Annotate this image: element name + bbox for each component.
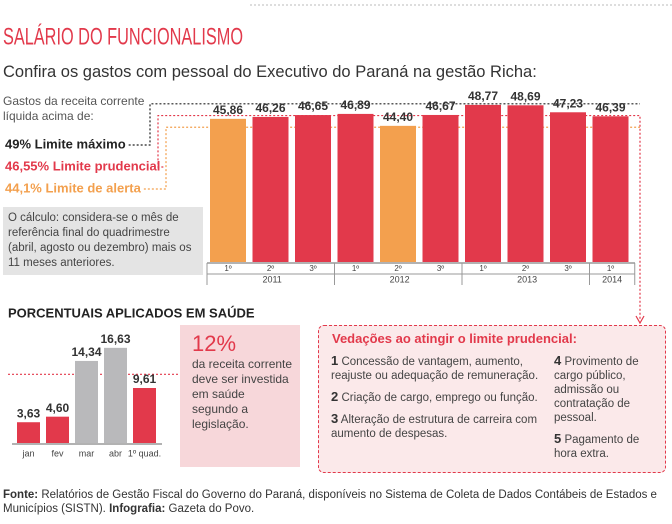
health-title: PORCENTUAIS APLICADOS EM SAÚDE <box>8 305 255 320</box>
value-label: 14,34 <box>71 345 101 359</box>
reference-label: 49% Limite máximo <box>5 136 126 151</box>
category-label: abr <box>109 448 122 458</box>
bar <box>210 118 246 262</box>
value-label: 46,39 <box>595 100 625 114</box>
intro-text: Gastos da receita corrente líquida acima… <box>3 94 145 123</box>
restriction-number: 5 <box>554 431 562 446</box>
bar <box>75 360 98 443</box>
reference-line <box>128 103 640 146</box>
restriction-item: 5 Pagamento de hora extra. <box>554 432 654 461</box>
category-label: 1º quad. <box>128 448 161 458</box>
title: SALÁRIO DO FUNCIONALISMO <box>3 23 243 50</box>
category-label: 2º <box>394 264 401 273</box>
year-label: 2013 <box>517 274 537 284</box>
restriction-text: Criação de cargo, emprego ou função. <box>341 392 538 404</box>
credit-label: Infografia: <box>109 503 166 515</box>
value-label: 45,86 <box>213 103 243 117</box>
restriction-text: Provimento de cargo público, admissão ou… <box>554 356 639 424</box>
source: Relatórios de Gestão Fiscal do Governo d… <box>3 489 657 515</box>
restriction-item: 4 Provimento de cargo público, admissão … <box>554 354 654 425</box>
bar <box>465 104 501 263</box>
bar <box>295 115 331 262</box>
reference-line <box>157 114 641 320</box>
bar <box>507 105 544 262</box>
bar <box>252 116 289 263</box>
restriction-number: 4 <box>554 353 562 368</box>
bar <box>592 116 629 262</box>
bar <box>17 422 40 443</box>
bar <box>104 347 127 443</box>
category-label: 1º <box>479 264 486 273</box>
restrictions-box: Vedações ao atingir o limite prudencial:… <box>318 325 666 473</box>
category-label: 3º <box>437 264 444 273</box>
restriction-text: Pagamento de hora extra. <box>554 434 640 460</box>
credit: Gazeta do Povo. <box>168 503 255 515</box>
category-label: 3º <box>564 264 571 273</box>
value-label: 48,77 <box>468 89 498 103</box>
value-label: 46,67 <box>425 99 455 113</box>
category-label: 2º <box>267 264 274 273</box>
value-label: 44,40 <box>383 110 413 124</box>
source-label: Fonte: <box>3 489 39 501</box>
year-label: 2011 <box>262 274 281 284</box>
restriction-text: Concessão de vantagem, aumento, reajuste… <box>331 356 539 382</box>
category-label: mar <box>79 448 95 458</box>
category-label: 1º <box>352 264 359 273</box>
restriction-number: 2 <box>331 389 339 404</box>
health-text: da receita corrente deve ser investida e… <box>192 357 293 431</box>
value-label: 9,61 <box>133 372 157 386</box>
value-label: 46,89 <box>340 98 370 112</box>
footer: Fonte: Relatórios de Gestão Fiscal do Go… <box>3 488 668 516</box>
calc-note: O cálculo: considera-se o mês de referên… <box>3 207 203 275</box>
health-note: 12% da receita corrente deve ser investi… <box>180 325 300 467</box>
restriction-item: 3 Alteração de estrutura de carreira com… <box>331 412 539 441</box>
subtitle: Confira os gastos com pessoal do Executi… <box>3 63 537 81</box>
value-label: 47,23 <box>553 96 583 110</box>
value-label: 3,63 <box>17 406 41 420</box>
restrictions-column: 4 Provimento de cargo público, admissão … <box>554 354 654 468</box>
bar <box>380 125 416 262</box>
year-label: 2014 <box>602 274 622 284</box>
bar <box>422 114 459 262</box>
restriction-number: 1 <box>331 353 339 368</box>
category-label: fev <box>51 448 64 458</box>
year-label: 2012 <box>390 274 410 284</box>
restrictions-title: Vedações ao atingir o limite prudencial: <box>332 331 577 346</box>
value-label: 46,65 <box>298 99 328 113</box>
bar <box>337 113 374 263</box>
health-percent: 12% <box>192 331 237 356</box>
restriction-item: 2 Criação de cargo, emprego ou função. <box>331 390 539 405</box>
reference-label: 46,55% Limite prudencial <box>5 158 160 173</box>
category-label: 3º <box>309 264 316 273</box>
value-label: 48,69 <box>510 89 540 103</box>
reference-label: 44,1% Limite de alerta <box>5 180 142 195</box>
restriction-text: Alteração de estrutura de carreira com a… <box>331 414 538 440</box>
restriction-item: 1 Concessão de vantagem, aumento, reajus… <box>331 354 539 383</box>
bar <box>550 112 586 262</box>
value-label: 16,63 <box>100 332 130 346</box>
category-label: 1º <box>607 264 614 273</box>
bar <box>133 388 156 443</box>
arrow-head <box>635 315 645 325</box>
category-label: 1º <box>224 264 231 273</box>
restrictions-column: 1 Concessão de vantagem, aumento, reajus… <box>331 354 539 448</box>
value-label: 46,26 <box>255 101 285 115</box>
value-label: 4,60 <box>46 401 70 415</box>
restriction-number: 3 <box>331 411 339 426</box>
category-label: 2º <box>522 264 529 273</box>
category-label: jan <box>21 448 34 458</box>
bar <box>46 416 69 443</box>
